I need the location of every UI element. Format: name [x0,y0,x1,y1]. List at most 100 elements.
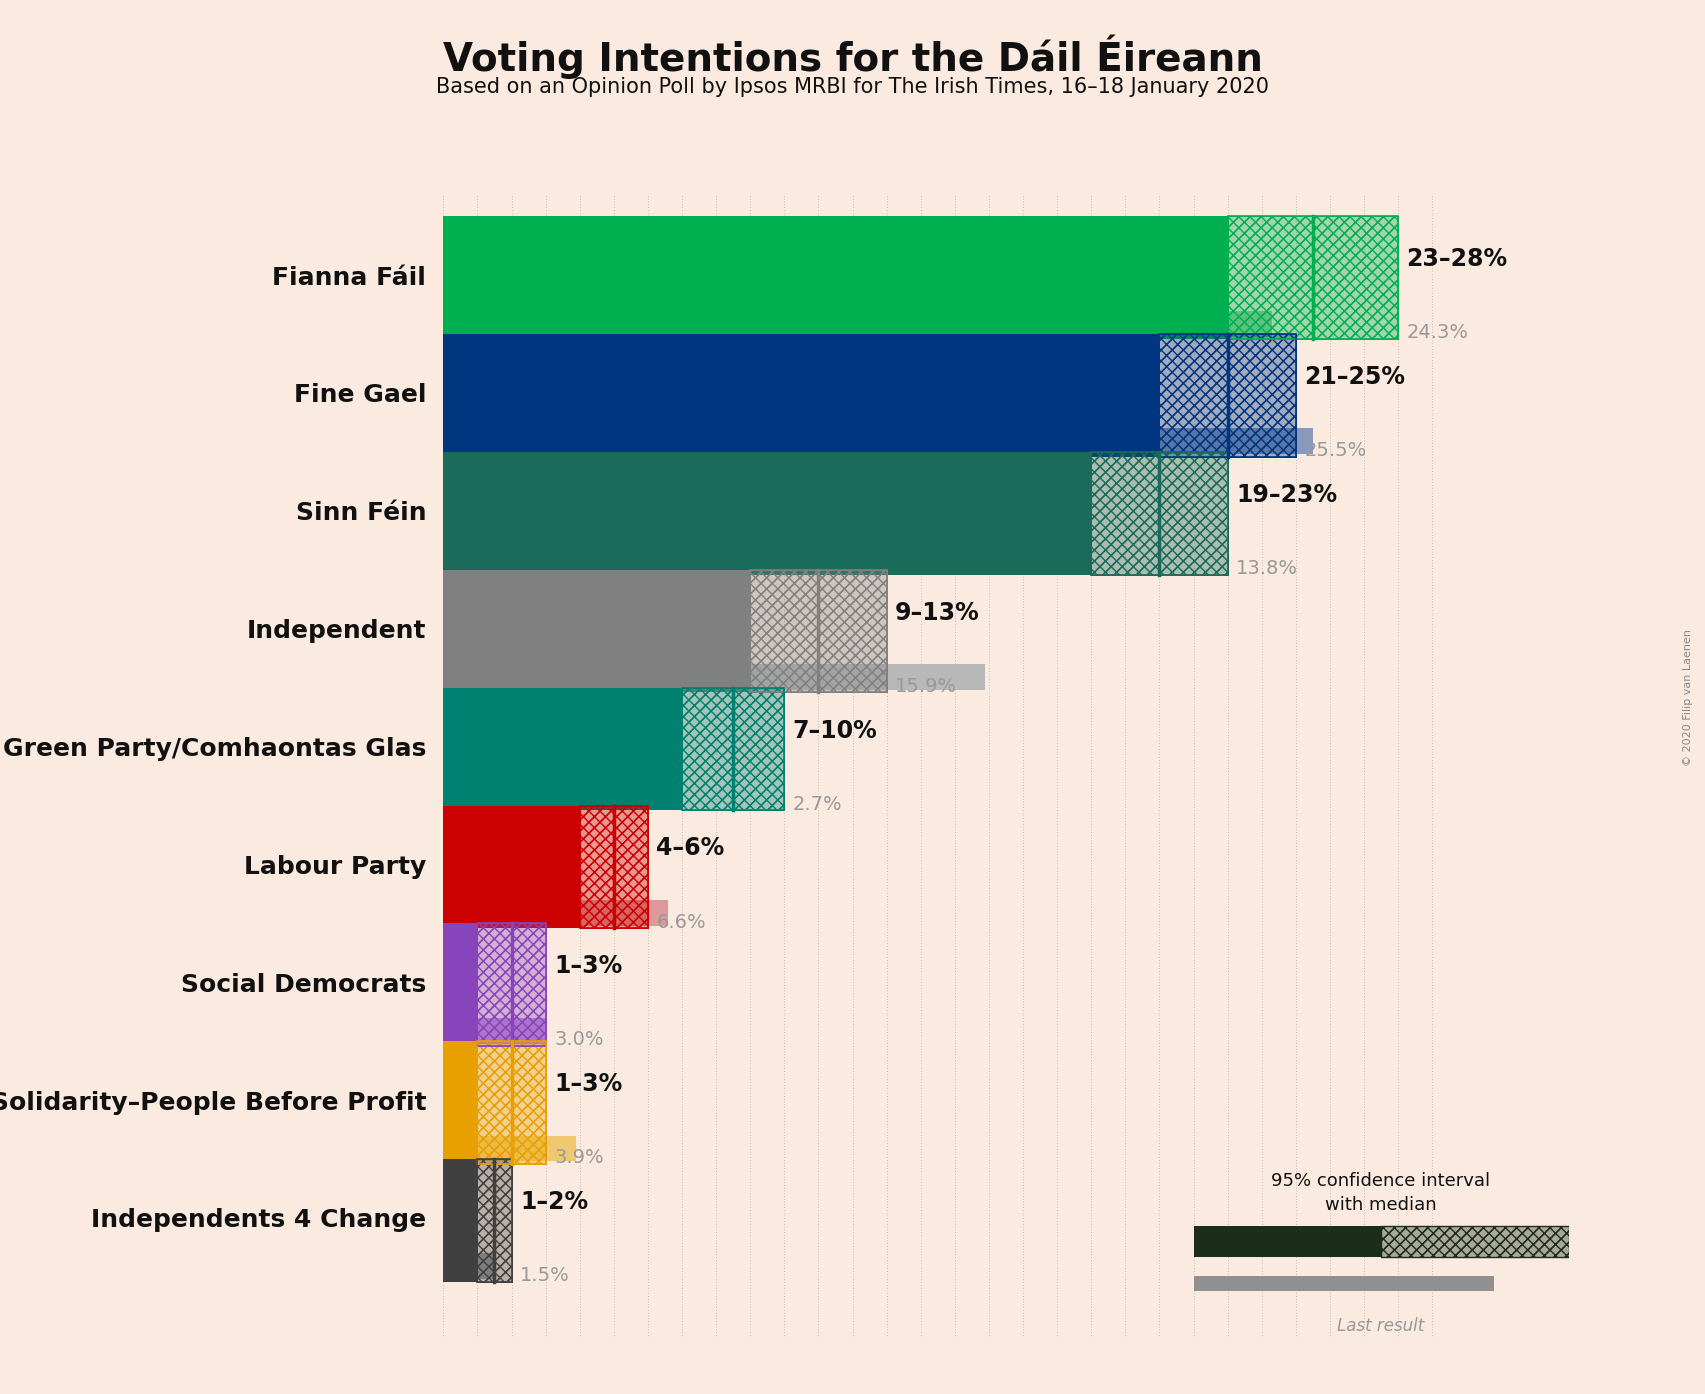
Text: with median: with median [1325,1196,1437,1214]
Bar [443,687,682,810]
Bar [443,1136,576,1161]
Bar [682,687,784,810]
Bar [1159,335,1296,457]
Text: 9–13%: 9–13% [895,601,980,625]
Bar [1159,335,1296,457]
Bar [443,664,985,690]
Bar [477,923,546,1046]
Bar [750,570,887,693]
Bar [477,923,546,1046]
Bar [1381,1227,1569,1257]
Text: 15.9%: 15.9% [895,677,957,696]
Bar [1194,1277,1494,1291]
Text: Fine Gael: Fine Gael [293,383,426,407]
Bar [1228,216,1398,339]
Text: Last result: Last result [1337,1317,1425,1335]
Bar [477,1160,512,1281]
Bar [1159,335,1296,457]
Bar [1194,1227,1381,1257]
Bar [1091,452,1228,574]
Text: 3.9%: 3.9% [554,1149,604,1167]
Bar [682,687,784,810]
Text: Sinn Féin: Sinn Féin [295,502,426,526]
Text: Fianna Fáil: Fianna Fáil [273,266,426,290]
Text: Social Democrats: Social Democrats [181,973,426,997]
Bar [580,806,648,928]
Bar [477,1041,546,1164]
Bar [1228,216,1398,339]
Bar [1381,1227,1569,1257]
Text: Green Party/Comhaontas Glas: Green Party/Comhaontas Glas [3,737,426,761]
Text: 1.5%: 1.5% [520,1266,569,1285]
Text: 3.0%: 3.0% [554,1030,604,1050]
Bar [750,570,887,693]
Bar [443,1160,477,1281]
Bar [477,1041,546,1164]
Bar [580,806,648,928]
Bar [1091,452,1228,574]
Bar [477,923,546,1046]
Bar [443,923,477,1046]
Bar [477,1160,512,1281]
Bar [443,452,1091,574]
Text: 7–10%: 7–10% [793,719,878,743]
Bar [580,806,648,928]
Text: 1–2%: 1–2% [520,1190,588,1214]
Text: 95% confidence interval: 95% confidence interval [1272,1172,1490,1190]
Bar [580,806,648,928]
Text: Independents 4 Change: Independents 4 Change [90,1209,426,1232]
Bar [750,570,887,693]
Text: 19–23%: 19–23% [1236,482,1337,507]
Bar [443,806,580,928]
Bar [1228,216,1398,339]
Text: 24.3%: 24.3% [1407,323,1468,343]
Bar [477,1041,546,1164]
Text: Labour Party: Labour Party [244,855,426,878]
Text: Solidarity–People Before Profit: Solidarity–People Before Profit [0,1090,426,1115]
Text: 4–6%: 4–6% [656,836,725,860]
Bar [1091,452,1228,574]
Text: 21–25%: 21–25% [1304,365,1405,389]
Bar [1228,216,1398,339]
Bar [443,782,535,809]
Text: Voting Intentions for the Dáil Éireann: Voting Intentions for the Dáil Éireann [443,35,1262,79]
Bar [682,687,784,810]
Bar [443,1018,546,1044]
Bar [477,1160,512,1281]
Text: 23–28%: 23–28% [1407,247,1507,272]
Text: 6.6%: 6.6% [656,913,706,931]
Bar [443,664,985,690]
Bar [1159,335,1296,457]
Text: 13.8%: 13.8% [1236,559,1298,579]
Bar [750,570,887,693]
Bar [1194,1277,1494,1291]
Bar [443,546,914,573]
Bar [443,1253,494,1280]
Bar [443,901,668,926]
Bar [443,782,535,809]
Bar [443,428,1313,454]
Bar [443,311,1272,336]
Bar [443,1253,494,1280]
Bar [443,1136,576,1161]
Bar [477,1041,546,1164]
Bar [443,1018,546,1044]
Bar [477,1160,512,1281]
Text: 25.5%: 25.5% [1304,441,1367,460]
Bar [1091,452,1228,574]
Text: Based on an Opinion Poll by Ipsos MRBI for The Irish Times, 16–18 January 2020: Based on an Opinion Poll by Ipsos MRBI f… [436,77,1269,96]
Bar [682,687,784,810]
Bar [443,570,750,693]
Bar [443,311,1272,336]
Bar [443,428,1313,454]
Text: 2.7%: 2.7% [793,795,842,814]
Bar [443,546,914,573]
Bar [443,335,1159,457]
Text: 1–3%: 1–3% [554,955,622,979]
Bar [443,901,668,926]
Text: Independent: Independent [247,619,426,643]
Bar [443,216,1228,339]
Bar [443,1041,477,1164]
Text: © 2020 Filip van Laenen: © 2020 Filip van Laenen [1683,629,1693,765]
Text: 1–3%: 1–3% [554,1072,622,1096]
